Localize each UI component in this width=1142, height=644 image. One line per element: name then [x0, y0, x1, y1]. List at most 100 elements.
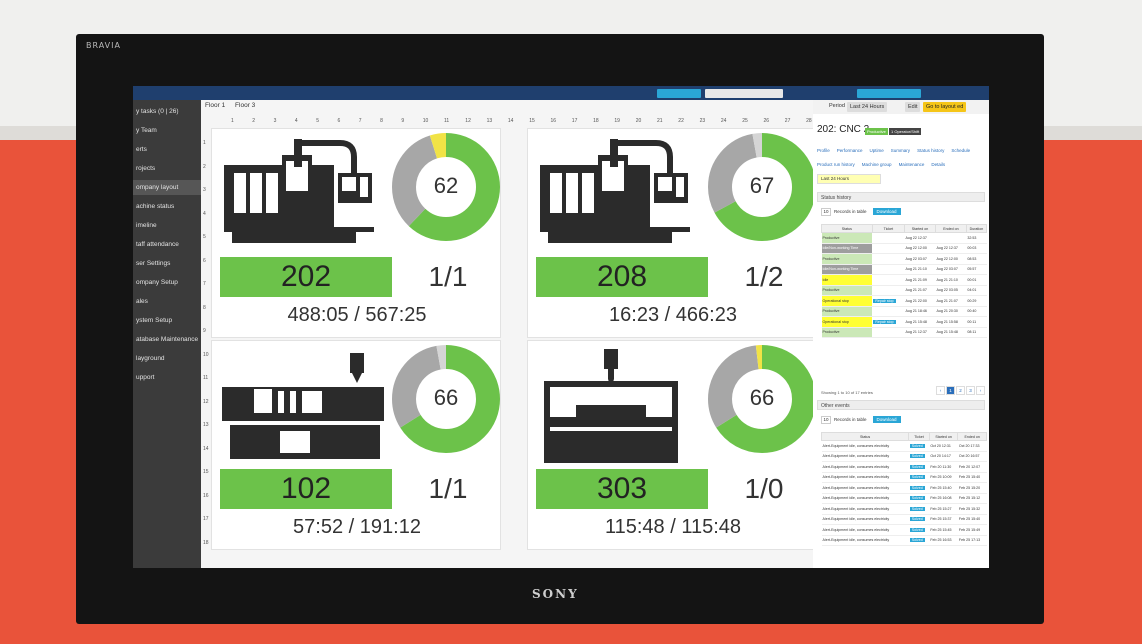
page-button[interactable]: 3 — [966, 386, 975, 395]
records-count-select[interactable]: 10 — [821, 208, 831, 216]
solved-button[interactable]: Solved — [909, 475, 925, 480]
table-row[interactable]: Alert-Equipment idle, consumes electrici… — [821, 514, 987, 525]
duration-cell: 32:53 — [966, 232, 987, 244]
table-row[interactable]: Idle/Non-working Time Aug 22 12:00 Aug 22 … — [821, 243, 987, 254]
other-events-header[interactable]: Other events — [817, 400, 985, 410]
column-header[interactable]: Ticket — [908, 432, 930, 441]
goto-layout-button[interactable]: Go to layout ed — [923, 102, 967, 112]
machine-tile[interactable]: 66 102 1/1 57:52 / 191:12 — [211, 340, 501, 550]
sidebar-item[interactable]: ales — [136, 298, 148, 305]
solved-button[interactable]: Solved — [909, 454, 925, 459]
events-records-select[interactable]: 10 — [821, 416, 831, 424]
topbar-field[interactable] — [705, 89, 783, 98]
solved-button[interactable]: Solved — [909, 496, 925, 501]
sidebar-item[interactable]: ompany layout — [133, 180, 201, 195]
table-row[interactable]: Productive Aug 22 12:37 32:53 — [821, 232, 987, 244]
solved-button[interactable]: Solved — [909, 464, 925, 469]
solved-button[interactable]: Solved — [909, 527, 925, 532]
table-row[interactable]: Alert-Equipment idle, consumes electrici… — [821, 472, 987, 483]
solved-button[interactable]: Solved — [909, 538, 925, 543]
column-header[interactable]: Status — [820, 432, 910, 441]
column-header[interactable]: Ended on — [957, 432, 987, 441]
column-header[interactable]: Started on — [928, 432, 959, 441]
topbar-button[interactable] — [857, 89, 921, 98]
detail-link[interactable]: Summary — [890, 148, 911, 153]
page-button[interactable]: › — [976, 386, 985, 395]
table-row[interactable]: Alert-Equipment idle, consumes electrici… — [821, 503, 987, 515]
sidebar-item[interactable]: y tasks (0 | 26) — [136, 108, 179, 115]
tab-floor-3[interactable]: Floor 3 — [235, 102, 256, 109]
table-row[interactable]: Operational stop Repair stop Aug 21 22:00 A… — [821, 295, 987, 307]
sidebar-item[interactable]: ompany Setup — [136, 279, 178, 286]
ticket-button[interactable]: Repair stop — [873, 298, 896, 303]
duration-cell: 08:11 — [966, 327, 987, 338]
period-field[interactable]: Last 24 Hours — [817, 174, 881, 184]
table-row[interactable]: Productive Aug 22 03:07 Aug 22 12:00 08:53 — [821, 253, 987, 265]
solved-button[interactable]: Solved — [909, 506, 925, 511]
sidebar-item[interactable]: layground — [136, 355, 165, 362]
table-row[interactable]: Alert-Equipment idle, consumes electrici… — [821, 440, 987, 452]
table-row[interactable]: Alert-Equipment idle, consumes electrici… — [821, 493, 987, 504]
sidebar-item[interactable]: ystem Setup — [136, 317, 173, 324]
detail-link[interactable]: Performance — [836, 148, 863, 153]
sidebar-item[interactable]: atabase Maintenance — [136, 336, 199, 343]
table-row[interactable]: Productive Aug 21 18:46 Aug 21 20:30 00:40 — [821, 306, 987, 317]
sidebar-item[interactable]: taff attendance — [136, 241, 179, 248]
page-button[interactable]: 2 — [956, 386, 965, 395]
sidebar-item[interactable]: erts — [136, 146, 147, 153]
edit-button[interactable]: Edit — [905, 102, 921, 112]
table-row[interactable]: Alert-Equipment idle, consumes electrici… — [821, 524, 987, 536]
topbar-button[interactable] — [657, 89, 701, 98]
events-download-button[interactable]: Download — [872, 416, 901, 423]
download-button[interactable]: Download — [872, 208, 901, 215]
column-header[interactable]: Ticket — [871, 224, 906, 233]
sidebar-item[interactable]: imeline — [136, 222, 157, 229]
machine-tile[interactable]: 66 303 1/0 115:48 / 115:48 — [527, 340, 817, 550]
status-history-header[interactable]: Status history — [817, 192, 985, 202]
detail-link[interactable]: Maintenance — [898, 162, 925, 167]
tab-floor-1[interactable]: Floor 1 — [205, 102, 226, 109]
started-cell: Feb 25 15:27 — [929, 503, 958, 515]
solved-button[interactable]: Solved — [909, 485, 925, 490]
status-history-table: Status Ticket Started on Ended on Duration P… — [821, 224, 988, 338]
events-table-controls: 10 Records in table Download — [821, 416, 901, 424]
machine-tile[interactable]: 67 208 1/2 16:23 / 466:23 — [527, 128, 817, 338]
ruler-tick-label: 7 — [358, 118, 362, 124]
detail-link[interactable]: Machine group — [861, 162, 892, 167]
page-button[interactable]: 1 — [946, 386, 955, 395]
sidebar-item[interactable]: y Team — [136, 127, 157, 134]
sidebar-item[interactable]: ser Settings — [136, 260, 171, 267]
ended-cell: Aug 21 15:58 — [935, 316, 967, 328]
detail-link[interactable]: Product run history — [817, 162, 855, 167]
table-row[interactable]: Idle Aug 21 21:09 Aug 21 21:10 00:01 — [821, 274, 987, 286]
sidebar-item[interactable]: achine status — [136, 203, 175, 210]
table-row[interactable]: Alert-Equipment idle, consumes electrici… — [821, 535, 987, 546]
table-info: Showing 1 to 10 of 17 entries — [821, 390, 873, 395]
column-header[interactable]: Started on — [904, 224, 936, 233]
detail-link[interactable]: Profile — [817, 148, 830, 153]
period-select[interactable]: Last 24 Hours — [847, 102, 888, 112]
table-row[interactable]: Alert-Equipment idle, consumes electrici… — [821, 482, 987, 494]
sidebar-item[interactable]: upport — [136, 374, 155, 381]
table-row[interactable]: Idle/Non-working Time Aug 21 21:10 Aug 22 … — [821, 264, 987, 275]
ticket-cell — [872, 264, 905, 275]
detail-link[interactable]: Details — [931, 162, 946, 167]
column-header[interactable]: Duration — [965, 224, 988, 233]
detail-link[interactable]: Status history — [917, 148, 945, 153]
column-header[interactable]: Status — [821, 224, 873, 233]
detail-link[interactable]: Schedule — [951, 148, 971, 153]
table-row[interactable]: Alert-Equipment idle, consumes electrici… — [821, 461, 987, 473]
solved-button[interactable]: Solved — [909, 443, 925, 448]
table-row[interactable]: Productive Aug 21 21:07 Aug 22 03:05 04:01 — [821, 285, 987, 296]
sidebar-item[interactable]: rojects — [136, 165, 156, 172]
table-row[interactable]: Alert-Equipment idle, consumes electrici… — [821, 451, 987, 462]
page-button[interactable]: ‹ — [936, 386, 945, 395]
solved-button[interactable]: Solved — [909, 517, 925, 522]
column-header[interactable]: Ended on — [934, 224, 967, 233]
table-row[interactable]: Operational stop Repair stop Aug 21 15:48 A… — [821, 316, 987, 328]
detail-link[interactable]: Uptime — [869, 148, 884, 153]
table-row[interactable]: Productive Aug 21 12:37 Aug 21 15:48 08:11 — [821, 327, 987, 338]
ticket-button[interactable]: Repair stop — [873, 319, 896, 324]
period-label: Period — [829, 103, 845, 109]
machine-tile[interactable]: 62 202 1/1 488:05 / 567:25 — [211, 128, 501, 338]
